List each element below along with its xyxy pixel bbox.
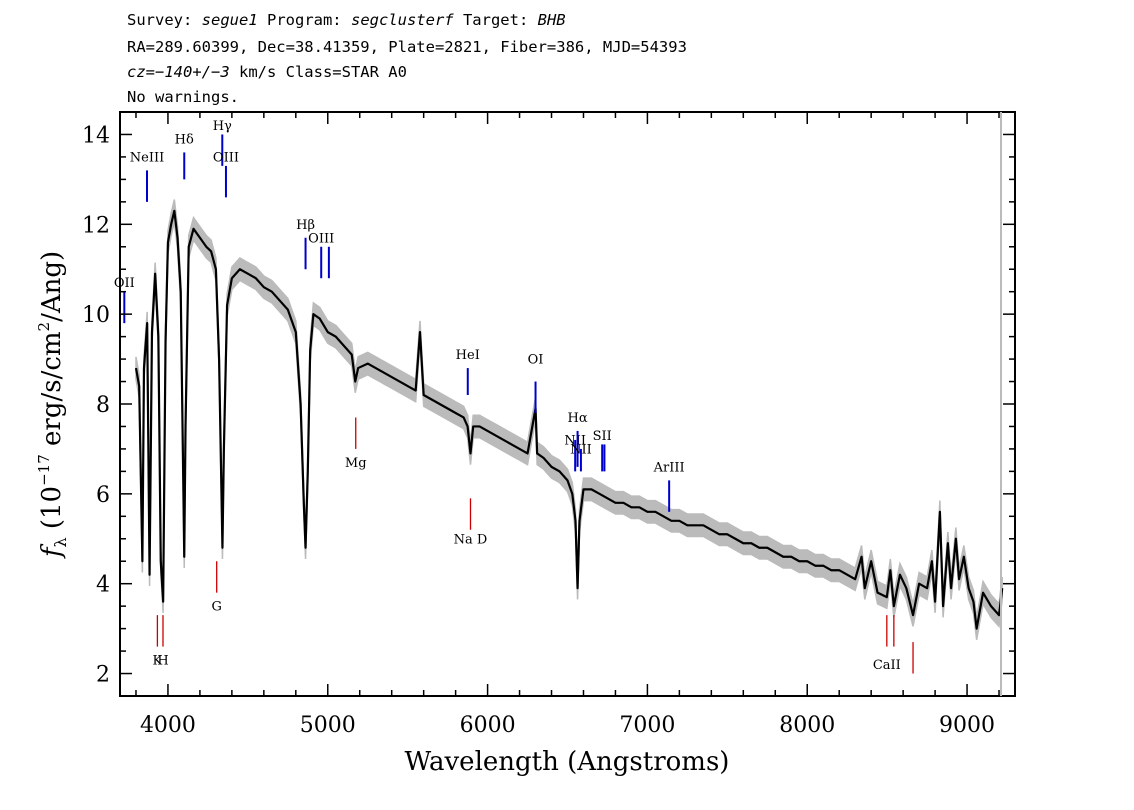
header-line-3: cz=−140+/−3 km/s Class=STAR A0 xyxy=(127,63,407,81)
y-tick-label: 6 xyxy=(96,483,110,508)
absorption-line-label: K xyxy=(153,654,163,669)
x-tick-label: 9000 xyxy=(939,713,995,738)
emission-line-label: NII xyxy=(570,442,592,457)
flux-line xyxy=(134,209,1004,630)
emission-line-label: ArIII xyxy=(653,460,685,475)
absorption-line-label: Mg xyxy=(345,456,367,471)
absorption-line-label: CaII xyxy=(873,658,901,673)
y-tick-label: 2 xyxy=(96,663,110,688)
y-tick-label: 4 xyxy=(96,573,110,598)
x-axis-ticks: 4000 5000 6000 7000 8000 9000 xyxy=(135,112,1000,738)
emission-line-label: OI xyxy=(528,353,544,368)
x-tick-label: 7000 xyxy=(619,713,675,738)
x-tick-label: 4000 xyxy=(140,713,196,738)
absorption-line-label: H xyxy=(157,654,168,669)
spectrum-series xyxy=(134,209,1004,630)
header-line-4: No warnings. xyxy=(127,88,239,106)
header-line-2: RA=289.60399, Dec=38.41359, Plate=2821, … xyxy=(127,38,687,56)
x-tick-label: 8000 xyxy=(779,713,835,738)
plot-frame xyxy=(119,111,1016,697)
y-tick-label: 14 xyxy=(82,123,110,148)
emission-line-label: Hβ xyxy=(296,218,315,233)
error-band-area xyxy=(135,199,1003,640)
y-tick-label: 8 xyxy=(96,393,110,418)
emission-line-label: SII xyxy=(593,429,612,444)
absorption-line-label: G xyxy=(211,600,221,615)
header-line-1: Survey: segue1 Program: segclusterf Targ… xyxy=(127,11,566,29)
error-band xyxy=(135,199,1003,640)
emission-line-label: OIII xyxy=(213,150,239,165)
x-axis-label: Wavelength (Angstroms) xyxy=(405,747,730,777)
absorption-line-label: Na D xyxy=(454,532,488,547)
y-axis-label: fλ (10−17 erg/s/cm2/Ang) xyxy=(35,251,70,559)
emission-line-label: NII xyxy=(564,433,586,448)
emission-line-label: Hδ xyxy=(175,132,194,147)
emission-line-label: OII xyxy=(114,276,135,291)
y-tick-label: 10 xyxy=(82,303,110,328)
x-tick-label: 6000 xyxy=(460,713,516,738)
y-axis-ticks: 2 4 6 8 10 12 14 xyxy=(82,123,1015,688)
x-tick-label: 5000 xyxy=(300,713,356,738)
emission-line-label: NeIII xyxy=(130,150,164,165)
emission-line-label: Hα xyxy=(568,411,588,426)
emission-line-label: Hγ xyxy=(213,119,232,134)
y-tick-label: 12 xyxy=(82,213,110,238)
emission-line-label: OIII xyxy=(308,231,334,246)
emission-line-label: HeI xyxy=(456,348,480,363)
